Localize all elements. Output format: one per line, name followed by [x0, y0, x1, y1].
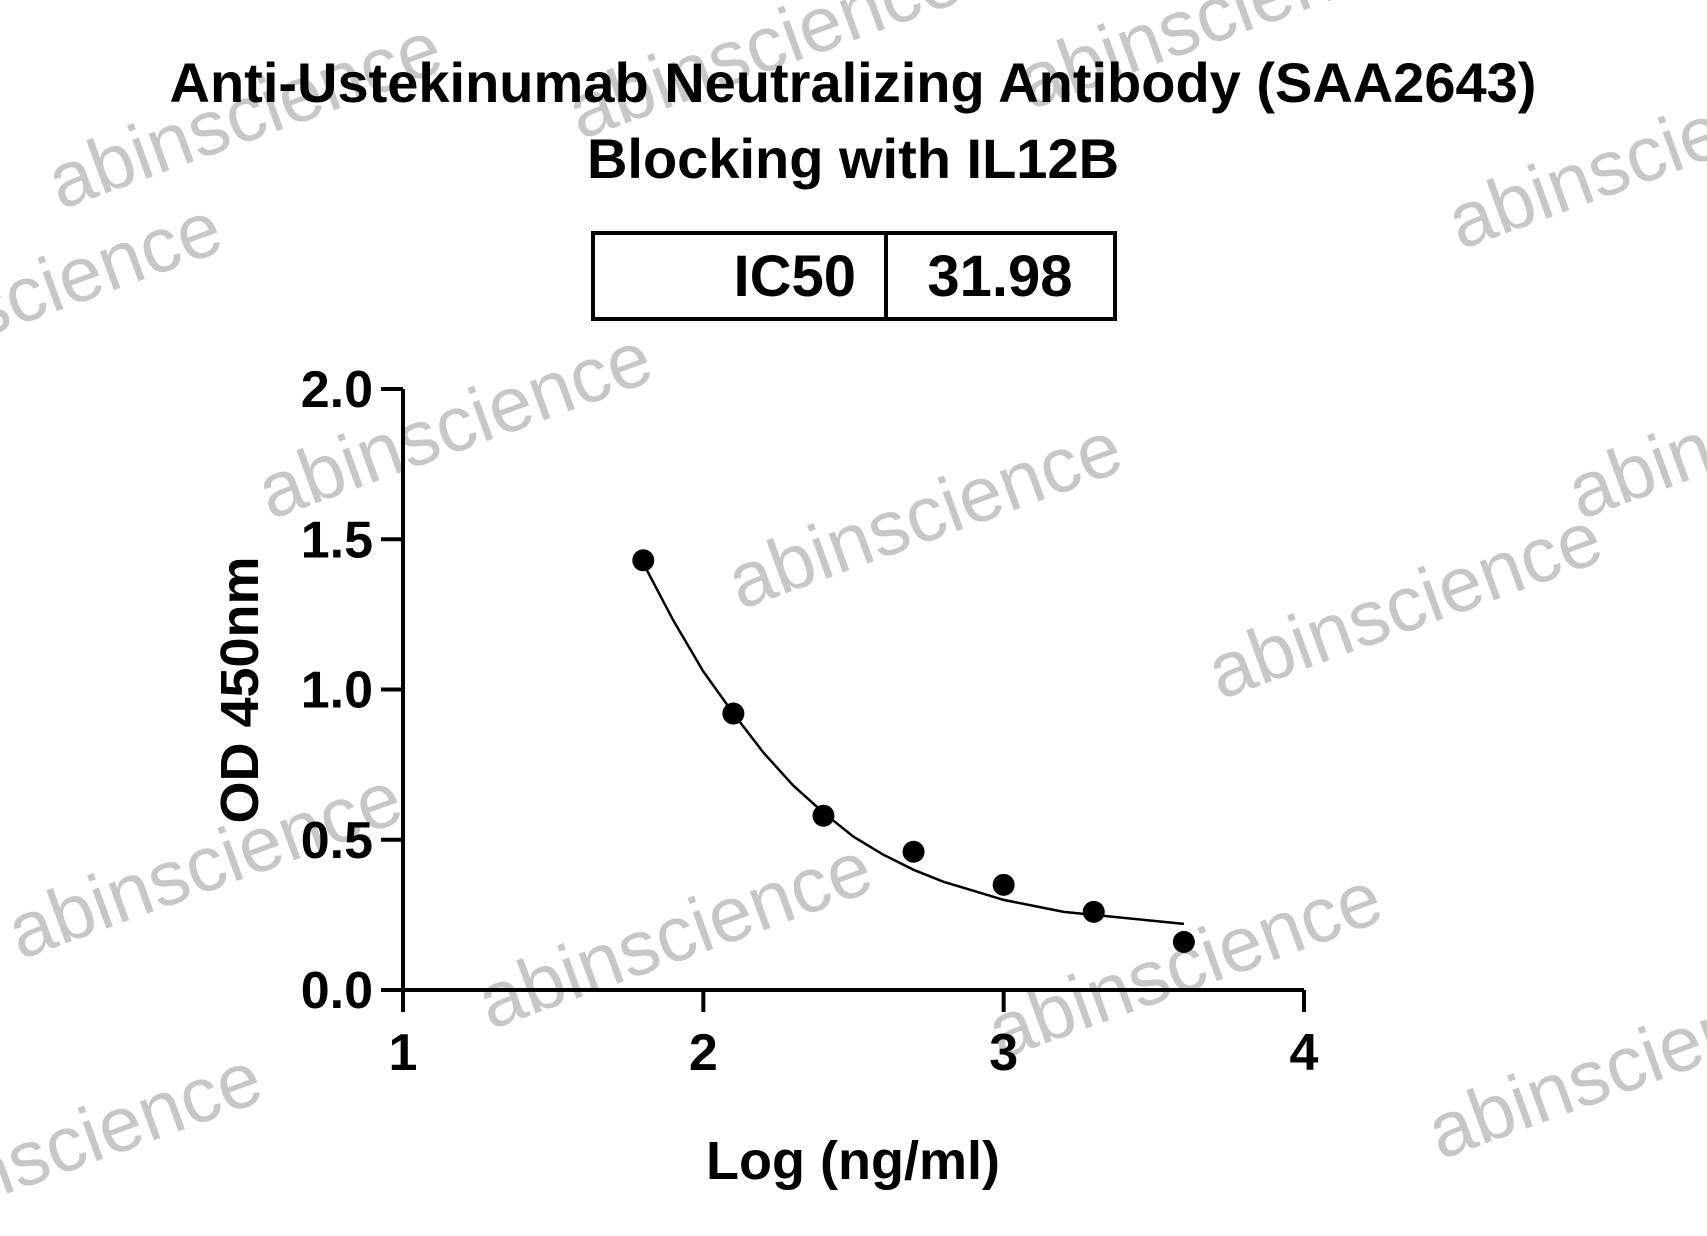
y-tick-label: 1.5 [301, 511, 373, 569]
ic50-table: IC50 31.98 [591, 231, 1117, 321]
watermark-text: abinscience [1196, 492, 1613, 716]
watermark-text: abinscience [0, 182, 233, 406]
watermark-text: abinscience [246, 312, 663, 536]
ic50-table-border [591, 231, 1117, 321]
y-tick-label: 1.0 [301, 662, 373, 720]
x-tick-label: 4 [1290, 1024, 1319, 1082]
data-point [902, 840, 925, 863]
watermark-text: abinscience [0, 1032, 273, 1236]
data-point [1172, 930, 1195, 953]
y-tick-label: 0.5 [301, 812, 373, 870]
watermark-text: abinscience [36, 2, 453, 226]
watermark-text: abinscience [466, 822, 883, 1046]
data-point [632, 549, 655, 572]
chart-title-line-2: Blocking with IL12B [587, 127, 1119, 190]
data-point [992, 873, 1015, 896]
watermark-text: abinscience [716, 402, 1133, 626]
data-point [1082, 900, 1105, 923]
watermark-text: abinscience [1416, 952, 1707, 1176]
data-point [722, 702, 745, 725]
y-axis-label: OD 450nm [210, 556, 270, 823]
data-point [812, 804, 835, 827]
x-tick-label: 1 [389, 1024, 418, 1082]
x-tick-label: 3 [989, 1024, 1018, 1082]
ic50-value: 31.98 [927, 244, 1072, 309]
data-points [632, 549, 1195, 953]
chart-title-line-1: Anti-Ustekinumab Neutralizing Antibody (… [170, 51, 1537, 114]
watermark-text: abinscience [1556, 312, 1707, 536]
watermark-text: abinscience [976, 852, 1393, 1076]
y-tick-label: 2.0 [301, 361, 373, 419]
ic50-label: IC50 [733, 244, 856, 309]
x-ticks: 1 2 3 4 [389, 990, 1319, 1082]
y-ticks: 0.0 0.5 1.0 1.5 2.0 [301, 361, 403, 1020]
x-axis-label: Log (ng/ml) [706, 1131, 1000, 1191]
y-tick-label: 0.0 [301, 962, 373, 1020]
x-tick-label: 2 [689, 1024, 718, 1082]
